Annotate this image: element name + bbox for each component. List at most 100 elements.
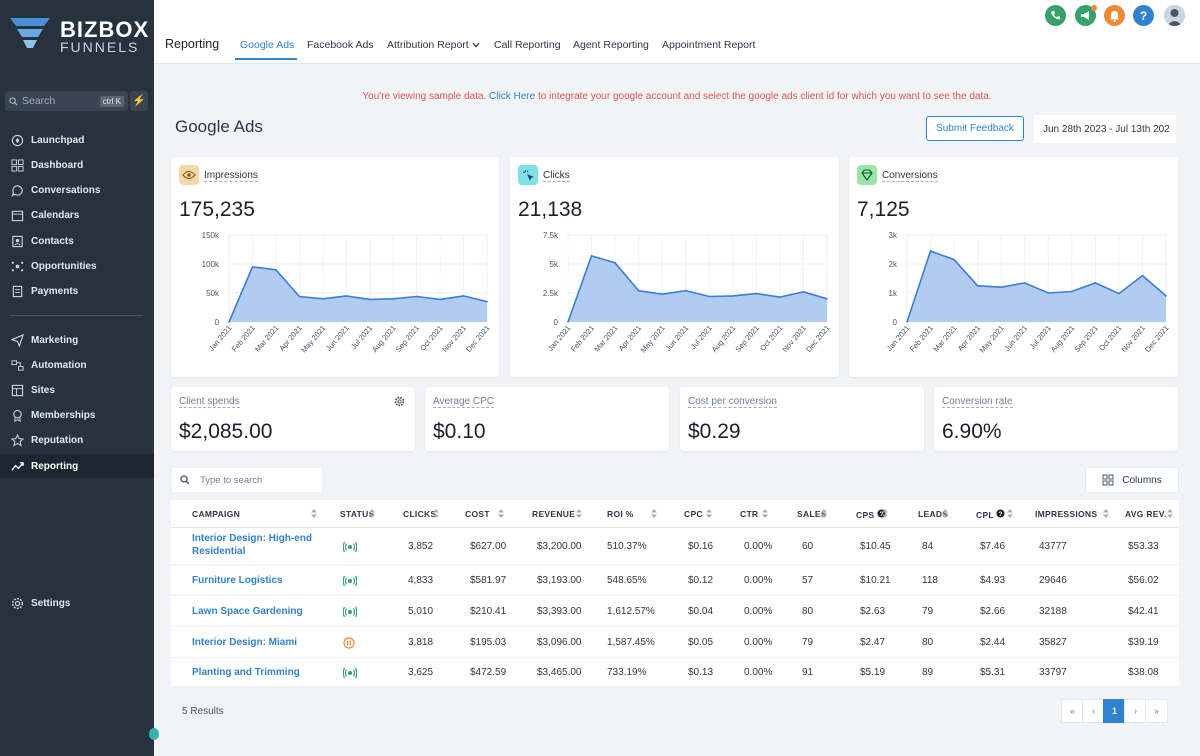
data-point (929, 250, 932, 252)
header-ctr[interactable]: CTR (740, 509, 759, 519)
status-active-icon[interactable] (342, 667, 358, 682)
status-paused-icon[interactable] (343, 637, 355, 652)
header-revenue[interactable]: REVENUE (532, 509, 576, 519)
avatar[interactable] (1164, 5, 1185, 26)
sort-arrows-icon[interactable] (1103, 509, 1109, 518)
sort-arrows-icon[interactable] (1167, 509, 1173, 518)
sort-arrows-icon[interactable] (762, 509, 768, 518)
sort-arrows-icon[interactable] (651, 509, 657, 518)
sidebar-item-memberships[interactable]: Memberships (0, 403, 154, 427)
campaign-name-link[interactable]: Planting and Trimming (192, 667, 300, 678)
header-avg-rev[interactable]: AVG REV. (1125, 509, 1167, 519)
header-clicks[interactable]: CLICKS (403, 509, 437, 519)
tab-agent-reporting[interactable]: Agent Reporting (573, 39, 649, 51)
data-point (1165, 295, 1167, 297)
campaign-name-link[interactable]: Lawn Space Gardening (192, 606, 303, 617)
sidebar-item-reporting[interactable]: Reporting (0, 454, 154, 478)
sort-arrows-icon[interactable] (942, 509, 948, 518)
brand-logo[interactable]: BIZBOX FUNNELS (10, 14, 148, 58)
header-sales[interactable]: SALES (797, 509, 827, 519)
cell-cost: $195.03 (470, 637, 507, 648)
search-icon (9, 96, 18, 106)
header-campaign[interactable]: CAMPAIGN (192, 509, 241, 519)
sidebar-item-marketing[interactable]: Marketing (0, 328, 154, 352)
cell-leads: 80 (922, 637, 934, 648)
series-line (228, 266, 488, 323)
header-cpl[interactable]: CPL ? (976, 509, 1005, 520)
status-active-icon[interactable] (342, 541, 358, 556)
quick-action-bolt-icon[interactable]: ⚡ (130, 91, 148, 111)
sort-arrows-icon[interactable] (821, 509, 827, 518)
svg-text:?: ? (880, 511, 884, 518)
tab-call-reporting[interactable]: Call Reporting (494, 39, 561, 51)
header-cost[interactable]: COST (465, 509, 490, 519)
cell-ctr: 0.00% (744, 541, 773, 552)
campaign-name-link[interactable]: Furniture Logistics (192, 575, 283, 586)
cell-cost: $581.97 (470, 575, 507, 586)
tab-google-ads[interactable]: Google Ads (240, 39, 295, 51)
sidebar-item-reputation[interactable]: Reputation (0, 428, 154, 452)
sort-arrows-icon[interactable] (433, 509, 439, 518)
header-cpc[interactable]: CPC (684, 509, 703, 519)
sidebar-item-label: Contacts (31, 235, 74, 247)
status-active-icon[interactable] (342, 606, 358, 621)
phone-icon[interactable] (1045, 5, 1066, 26)
notice-link[interactable]: Click Here (489, 91, 536, 102)
cell-avg-rev: $56.02 (1128, 575, 1159, 586)
sidebar-item-sites[interactable]: Sites (0, 378, 154, 402)
help-icon[interactable]: ? (1133, 5, 1154, 26)
megaphone-icon[interactable] (1075, 5, 1097, 26)
sort-arrows-icon[interactable] (576, 509, 582, 518)
gear-icon[interactable] (394, 396, 405, 407)
tab-appointment-report[interactable]: Appointment Report (662, 39, 756, 51)
sidebar-item-launchpad[interactable]: Launchpad (0, 128, 154, 152)
sort-arrows-icon[interactable] (706, 509, 712, 518)
cell-sales: 60 (802, 541, 814, 552)
date-range-picker[interactable]: Jun 28th 2023 - Jul 13th 202 (1034, 115, 1176, 143)
sidebar-search[interactable]: Search ctrl K (5, 91, 128, 111)
y-tick-label: 150k (202, 231, 220, 240)
status-active-icon[interactable] (342, 575, 358, 590)
pagination-prev[interactable]: ‹ (1082, 699, 1105, 723)
campaign-name-link[interactable]: Interior Design: Miami (192, 637, 298, 648)
cell-roi: 548.65% (607, 575, 647, 586)
header-status[interactable]: STATUS (340, 509, 375, 519)
cell-ctr: 0.00% (744, 575, 773, 586)
header-leads[interactable]: LEADS (918, 509, 949, 519)
data-point (462, 295, 465, 297)
columns-button[interactable]: Columns (1085, 467, 1179, 493)
sort-arrows-icon[interactable] (369, 509, 375, 518)
search-placeholder: Search (22, 95, 56, 107)
sidebar-item-automation[interactable]: Automation (0, 353, 154, 377)
sort-arrows-icon[interactable] (1007, 509, 1013, 518)
sidebar-collapse-toggle[interactable] (149, 728, 159, 740)
data-point (684, 289, 687, 292)
table-search-input[interactable]: Type to search (171, 467, 323, 493)
sidebar-item-calendars[interactable]: Calendars (0, 203, 154, 227)
sort-arrows-icon[interactable] (498, 509, 504, 518)
pagination-first[interactable]: « (1061, 699, 1084, 723)
pagination-next[interactable]: › (1124, 699, 1147, 723)
cell-ctr: 0.00% (744, 606, 773, 617)
tab-facebook-ads[interactable]: Facebook Ads (307, 39, 374, 51)
campaign-name-link[interactable]: Interior Design: High-end Residential (192, 533, 312, 557)
sidebar-item-dashboard[interactable]: Dashboard (0, 153, 154, 177)
sidebar-item-conversations[interactable]: Conversations (0, 178, 154, 202)
sidebar-item-opportunities[interactable]: Opportunities (0, 254, 154, 278)
sidebar-item-contacts[interactable]: Contacts (0, 229, 154, 253)
header-impressions[interactable]: IMPRESSIONS (1035, 509, 1098, 519)
sort-arrows-icon[interactable] (311, 509, 317, 518)
submit-feedback-button[interactable]: Submit Feedback (926, 116, 1024, 141)
tab-attribution-report[interactable]: Attribution Report (387, 39, 480, 51)
columns-label: Columns (1122, 474, 1162, 486)
sidebar-item-payments[interactable]: Payments (0, 279, 154, 303)
y-tick-label: 2.5k (543, 289, 559, 298)
sort-arrows-icon[interactable] (882, 509, 888, 518)
pagination-last[interactable]: » (1145, 699, 1168, 723)
bell-icon[interactable] (1104, 5, 1125, 26)
sidebar-item-settings[interactable]: Settings (0, 591, 154, 615)
header-roi[interactable]: ROI % (607, 509, 634, 519)
data-point (708, 295, 711, 298)
pagination-current[interactable]: 1 (1103, 699, 1126, 723)
notice-text: You're viewing sample data. (362, 91, 487, 102)
